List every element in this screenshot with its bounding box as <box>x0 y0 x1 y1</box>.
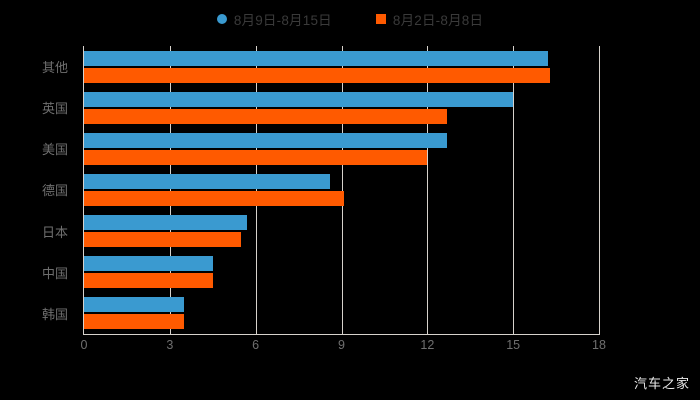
bar-1-6[interactable] <box>84 314 185 330</box>
square-marker-icon <box>375 14 386 24</box>
bar-row <box>84 252 599 293</box>
bar-row <box>84 211 599 252</box>
legend-label-1: 8月2日-8月8日 <box>392 13 484 28</box>
x-axis-tick-labels: 0 3 6 9 12 15 18 <box>80 338 606 358</box>
y-axis-line <box>83 46 84 334</box>
gridline-15 <box>513 46 515 334</box>
bar-row <box>84 128 599 169</box>
chart-legend: 8月9日-8月15日 8月2日-8月8日 <box>0 6 700 32</box>
bar-row <box>84 87 599 128</box>
x-axis-line <box>83 334 600 335</box>
x-tick-label-9: 9 <box>338 338 345 352</box>
legend-item-1[interactable]: 8月2日-8月8日 <box>375 9 484 29</box>
bar-0-6[interactable] <box>84 297 185 313</box>
x-tick-label-12: 12 <box>420 338 435 352</box>
y-axis-label-cell: 美国 <box>0 128 76 169</box>
x-tick-label-0: 0 <box>80 338 88 352</box>
y-axis-label-cell: 中国 <box>0 252 76 293</box>
bar-0-4[interactable] <box>84 215 248 231</box>
bar-rows <box>84 46 599 334</box>
legend-item-0[interactable]: 8月9日-8月15日 <box>216 9 332 29</box>
bar-0-3[interactable] <box>84 173 331 189</box>
y-axis-label-6: 韩国 <box>41 306 68 322</box>
gridline-12 <box>427 46 429 334</box>
y-axis-labels: 其他英国美国德国日本中国韩国 <box>0 46 76 334</box>
x-tick-label-18: 18 <box>592 338 606 352</box>
plot-area <box>83 46 600 335</box>
y-axis-label-2: 美国 <box>41 142 68 158</box>
bar-1-2[interactable] <box>84 149 428 165</box>
y-axis-label-cell: 英国 <box>0 87 76 128</box>
gridline-6 <box>255 46 257 334</box>
y-axis-label-cell: 德国 <box>0 169 76 210</box>
gridline-9 <box>341 46 343 334</box>
bar-1-3[interactable] <box>84 190 345 206</box>
y-axis-label-1: 英国 <box>41 101 68 117</box>
y-axis-label-cell: 其他 <box>0 46 76 87</box>
gridline-3 <box>169 46 171 334</box>
y-axis-label-cell: 韩国 <box>0 293 76 334</box>
gridline-18 <box>599 46 600 334</box>
y-axis-label-cell: 日本 <box>0 211 76 252</box>
bar-1-5[interactable] <box>84 273 213 289</box>
circle-marker-icon <box>216 14 227 24</box>
bar-row <box>84 46 599 87</box>
bar-row <box>84 293 599 334</box>
legend-label-0: 8月9日-8月15日 <box>233 13 332 28</box>
y-axis-label-3: 德国 <box>41 183 68 199</box>
bar-0-5[interactable] <box>84 256 213 272</box>
bar-0-0[interactable] <box>84 50 548 66</box>
bar-1-1[interactable] <box>84 108 448 124</box>
bar-1-0[interactable] <box>84 67 551 83</box>
y-axis-label-0: 其他 <box>41 60 68 76</box>
x-tick-label-15: 15 <box>506 338 521 352</box>
x-tick-label-6: 6 <box>252 338 260 352</box>
bar-row <box>84 169 599 210</box>
x-tick-label-3: 3 <box>166 338 174 352</box>
y-axis-label-4: 日本 <box>41 224 68 240</box>
watermark: 汽车之家 <box>633 376 690 391</box>
bar-0-2[interactable] <box>84 132 448 148</box>
y-axis-label-5: 中国 <box>41 265 68 281</box>
bar-1-4[interactable] <box>84 232 242 248</box>
bar-0-1[interactable] <box>84 91 514 107</box>
